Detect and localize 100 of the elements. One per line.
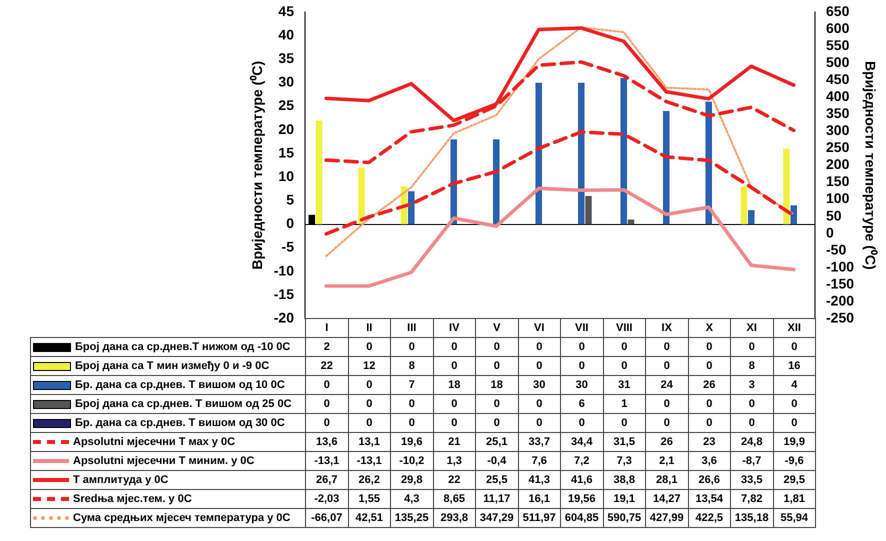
y-tick-label: 30 <box>278 74 294 90</box>
data-label: 0 <box>390 338 433 356</box>
y2-tick-label: -100 <box>826 258 854 274</box>
data-label: 0 <box>306 376 348 394</box>
data-label: 33,7 <box>518 432 560 452</box>
data-label: 2 <box>306 338 348 356</box>
data-label: 29,8 <box>390 470 433 490</box>
data-label: 1 <box>603 394 646 414</box>
data-label: 0 <box>688 338 730 356</box>
y-tick-label: 10 <box>278 168 294 184</box>
data-label: 29,5 <box>773 470 816 490</box>
data-label: -66,07 <box>306 508 348 528</box>
y2-tick-label: 400 <box>826 88 850 104</box>
data-label: 0 <box>773 394 816 414</box>
data-label: 0 <box>560 338 603 356</box>
data-label: 7 <box>390 376 433 394</box>
y-tick-label: 20 <box>278 120 294 137</box>
data-label: 24,8 <box>730 432 773 452</box>
data-label: 26 <box>688 376 730 394</box>
data-label: 18 <box>476 376 518 394</box>
y2-tick-label: -200 <box>826 292 854 308</box>
legend-label: Број дана са ср.днев.Т нижом од -10 0С <box>30 338 306 356</box>
data-label: 0 <box>348 376 390 394</box>
data-label: 1,3 <box>433 452 476 470</box>
data-label: 0 <box>730 394 773 414</box>
data-label: 0 <box>773 338 816 356</box>
data-label: 135,18 <box>730 508 773 528</box>
data-label: 590,75 <box>603 508 646 528</box>
data-label: 19,6 <box>390 432 433 452</box>
y-tick-label: 40 <box>278 26 294 42</box>
data-label: 293,8 <box>433 508 476 528</box>
data-label: 0 <box>730 338 773 356</box>
data-label: 0 <box>688 414 730 432</box>
y-axis-title: Вриједности температуре (⁰C) <box>249 60 266 270</box>
data-label: 0 <box>348 414 390 432</box>
legend-label: Т амплитуда у 0С <box>30 470 306 490</box>
data-label: 0 <box>603 356 646 376</box>
data-label: 22 <box>433 470 476 490</box>
data-label: 0 <box>646 338 688 356</box>
data-label: 2,1 <box>646 452 688 470</box>
data-label: 41,3 <box>518 470 560 490</box>
data-label: 13,6 <box>306 432 348 452</box>
y-tick-label: 0 <box>286 215 294 232</box>
y2-tick-label: 250 <box>826 139 850 156</box>
data-label: 0 <box>433 338 476 356</box>
legend-label: Број дана са ср.днев. Т вишом од 25 0С <box>30 394 306 414</box>
data-label: -13,1 <box>306 452 348 470</box>
y-tick-label: 15 <box>278 144 294 160</box>
legend-label: Број дана са Т мин између 0 и -9 0С <box>30 356 306 376</box>
data-label: 7,2 <box>560 452 603 470</box>
data-label: 0 <box>390 414 433 432</box>
data-label: 0 <box>348 394 390 414</box>
data-label: 21 <box>433 432 476 452</box>
data-label: 23 <box>688 432 730 452</box>
data-label: 1,55 <box>348 490 390 508</box>
data-label: 347,29 <box>476 508 518 528</box>
data-label: 0 <box>433 356 476 376</box>
x-tick-label: VII <box>560 318 603 338</box>
data-label: 0 <box>348 338 390 356</box>
data-label: 0 <box>433 394 476 414</box>
data-label: 135,25 <box>390 508 433 528</box>
y2-tick-label: 50 <box>826 207 842 224</box>
data-label: 7,3 <box>603 452 646 470</box>
data-label: -10,2 <box>390 452 433 470</box>
y2-tick-label: 600 <box>826 20 850 36</box>
y2-tick-label: 150 <box>826 173 850 190</box>
data-label: 16 <box>773 356 816 376</box>
y2-tick-label: 0 <box>826 224 834 240</box>
data-label: 26 <box>646 432 688 452</box>
data-label: 3 <box>730 376 773 394</box>
y2-tick-label: 550 <box>826 36 850 53</box>
y2-tick-label: -250 <box>826 309 854 326</box>
data-label: 0 <box>306 394 348 414</box>
data-label: 38,8 <box>603 470 646 490</box>
data-label: -2,03 <box>306 490 348 508</box>
y2-tick-label: 300 <box>826 122 850 138</box>
legend-label: Apsolutni мјесечни Т миним. у 0С <box>30 452 306 470</box>
y2-tick-label: -50 <box>826 241 846 258</box>
data-label: 22 <box>306 356 348 376</box>
data-label: 0 <box>518 414 560 432</box>
data-label: 0 <box>688 394 730 414</box>
data-label: 0 <box>603 338 646 356</box>
data-label: 26,7 <box>306 470 348 490</box>
data-label: -9,6 <box>773 452 816 470</box>
data-label: 14,27 <box>646 490 688 508</box>
data-label: 34,4 <box>560 432 603 452</box>
y2-axis-title: Вриједности температуре (⁰C) <box>862 60 879 270</box>
data-label: 0 <box>306 414 348 432</box>
data-label: 13,54 <box>688 490 730 508</box>
data-label: 25,5 <box>476 470 518 490</box>
data-label: 25,1 <box>476 432 518 452</box>
data-label: 19,1 <box>603 490 646 508</box>
data-label: 6 <box>560 394 603 414</box>
data-label: 30 <box>518 376 560 394</box>
data-label: 12 <box>348 356 390 376</box>
data-label: 8 <box>730 356 773 376</box>
data-label: 30 <box>560 376 603 394</box>
data-label: 3,6 <box>688 452 730 470</box>
legend-label: Бр. дана са ср.днев. Т вишом од 10 0С <box>30 376 306 394</box>
x-tick-label: II <box>348 318 390 338</box>
